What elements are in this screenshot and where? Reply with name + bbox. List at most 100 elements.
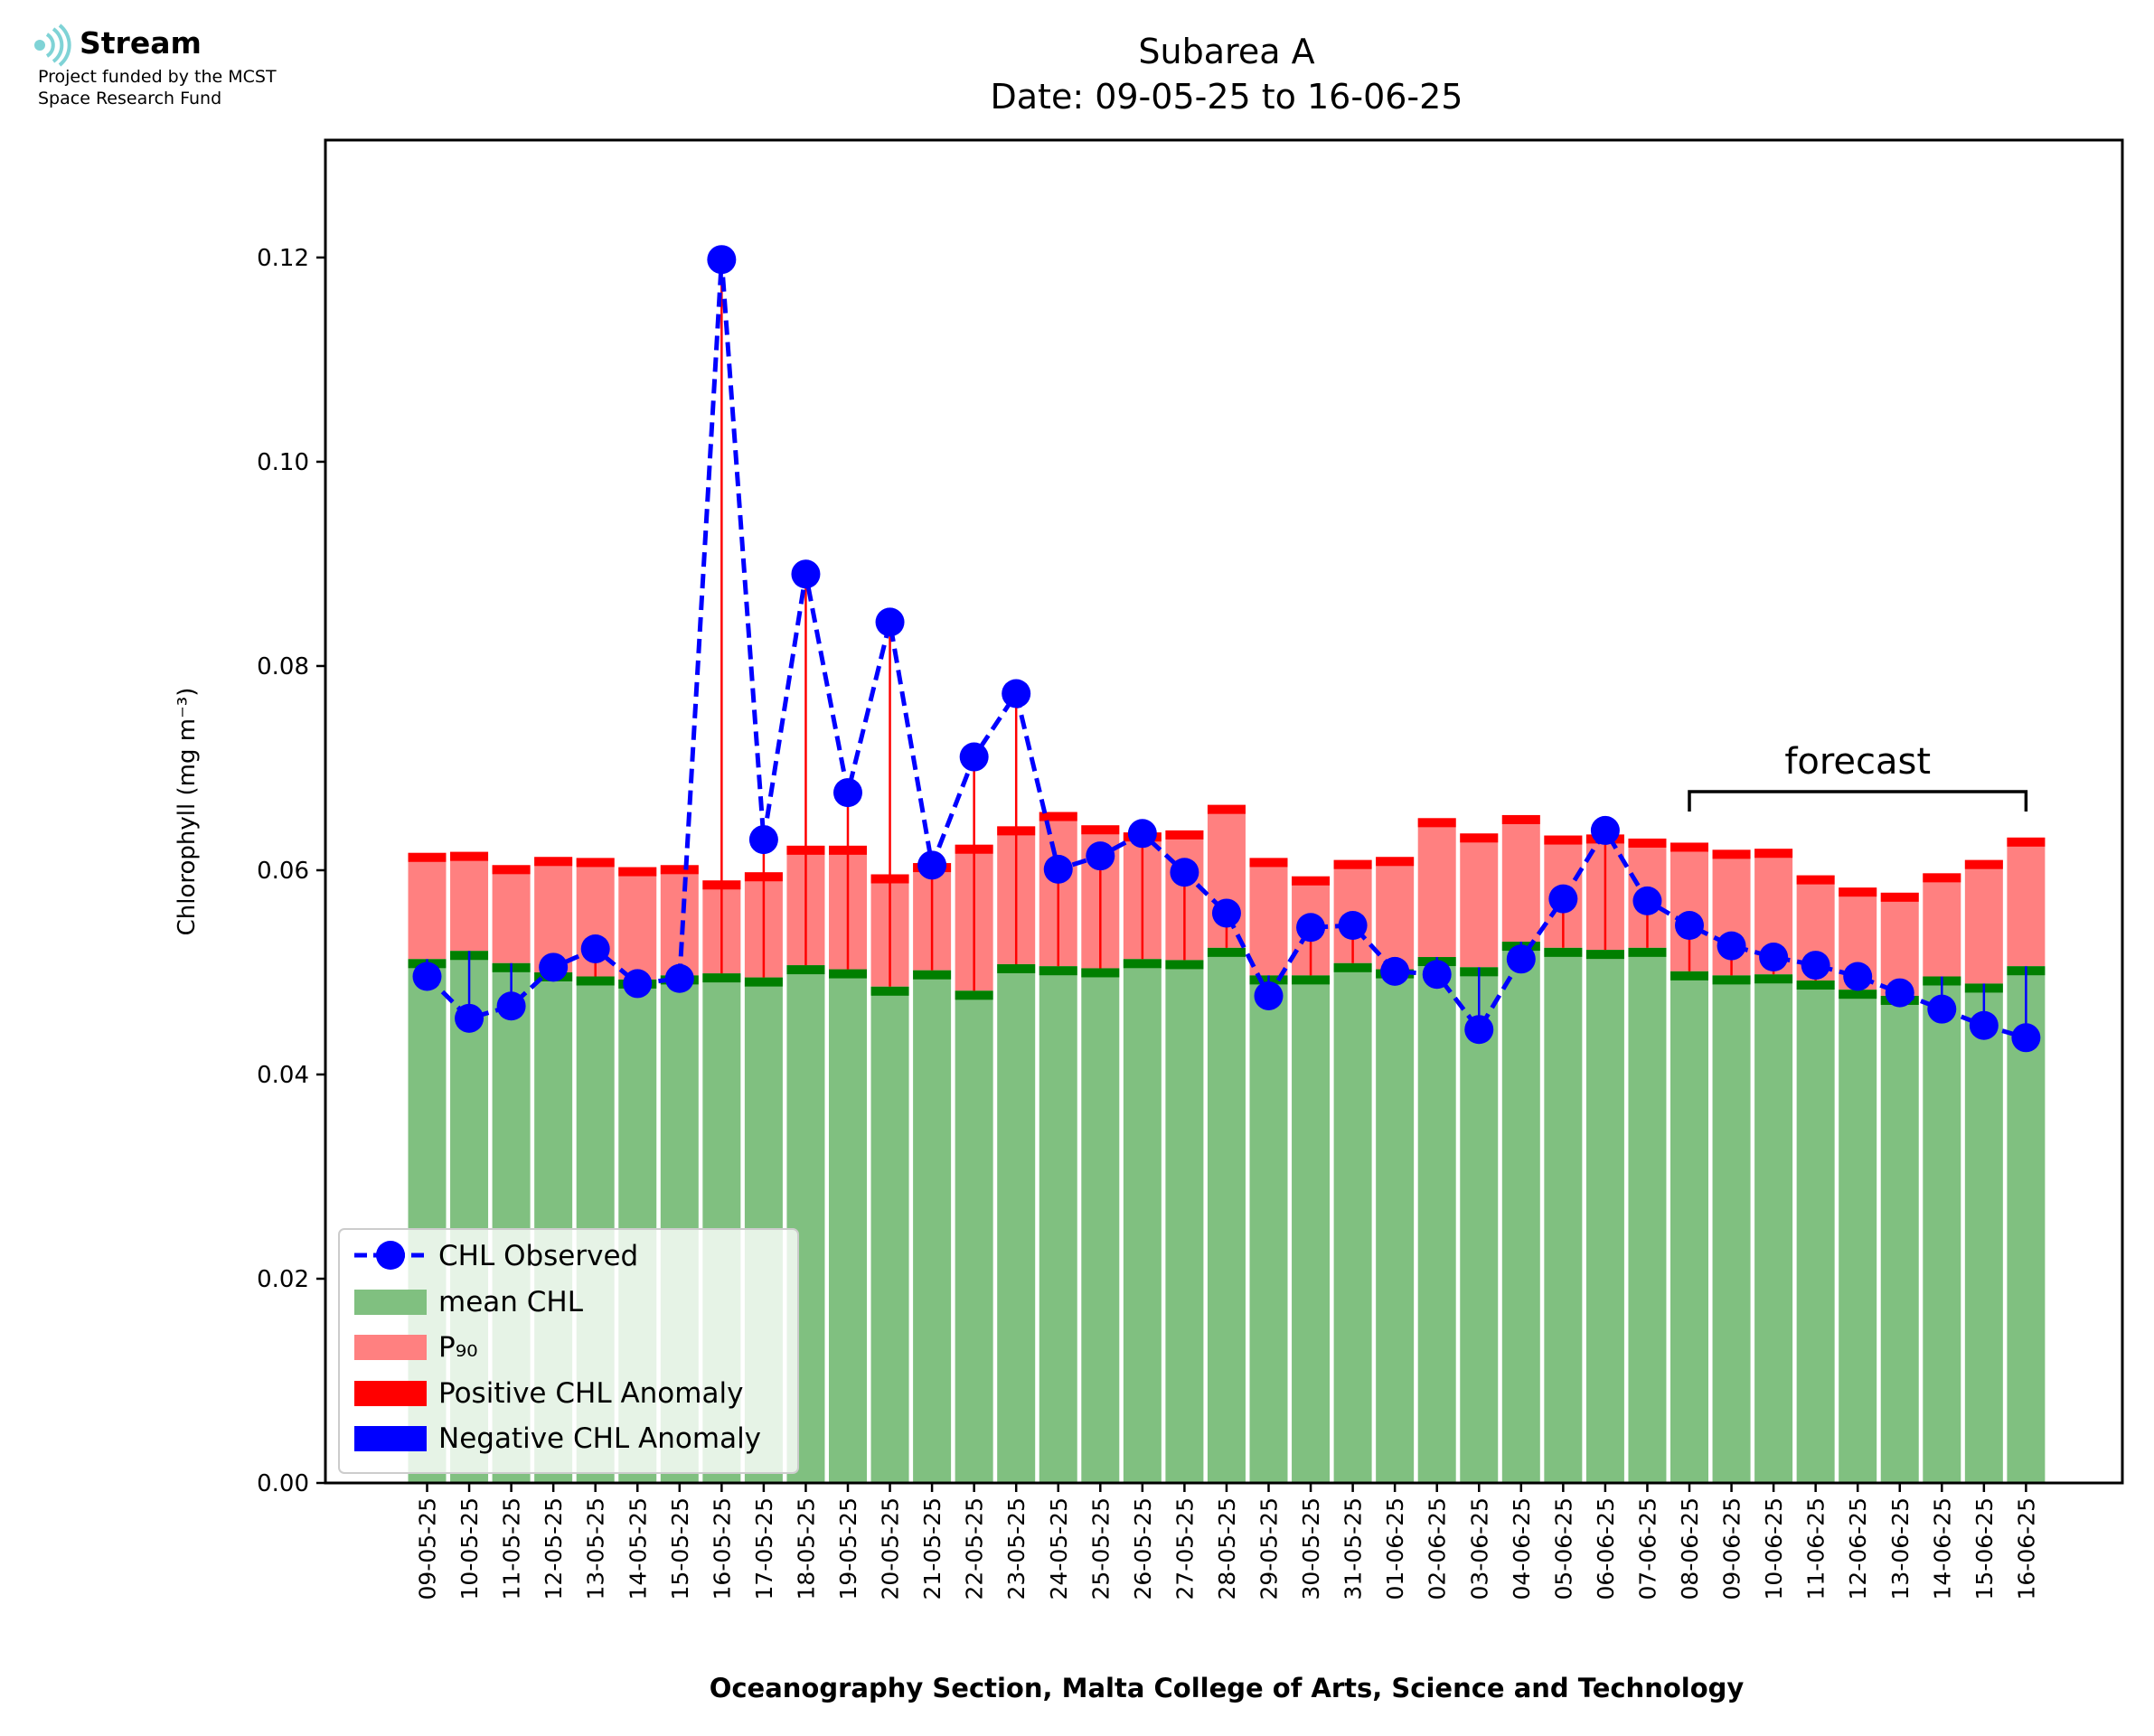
x-tick-label: 08-06-25	[1677, 1497, 1703, 1600]
mean-bar	[1670, 971, 1708, 1483]
x-tick-label: 09-06-25	[1719, 1497, 1745, 1600]
p90-cap	[1796, 875, 1835, 885]
observed-point	[1590, 815, 1620, 845]
mean-bar	[1585, 950, 1624, 1483]
legend-negative-swatch	[354, 1426, 427, 1451]
mean-cap	[1039, 966, 1077, 976]
mean-bar	[1964, 983, 2003, 1483]
mean-bar	[1501, 942, 1540, 1483]
y-tick-label: 0.12	[257, 245, 309, 272]
observed-point	[1464, 1015, 1494, 1045]
mean-cap	[1839, 990, 1877, 999]
p90-bar	[2007, 837, 2046, 967]
observed-point	[1843, 962, 1873, 991]
p90-cap	[1417, 818, 1456, 828]
logo-brand-name: Stream	[80, 25, 202, 61]
p90-cap	[1544, 835, 1583, 845]
x-tick-label: 10-06-25	[1761, 1497, 1787, 1600]
observed-point	[1422, 960, 1452, 990]
observed-point	[496, 991, 526, 1021]
x-tick-label: 13-05-25	[583, 1497, 609, 1600]
mean-cap	[1165, 960, 1204, 970]
p90-cap	[1165, 830, 1204, 840]
mean-cap	[1081, 968, 1120, 978]
p90-cap	[1754, 849, 1793, 859]
mean-cap	[702, 973, 741, 983]
x-tick-label: 02-06-25	[1425, 1497, 1451, 1600]
p90-cap	[1376, 857, 1415, 867]
chart-title-line-1: Subarea A	[1138, 32, 1314, 71]
mean-bar	[1544, 947, 1583, 1483]
observed-point	[959, 742, 989, 772]
x-tick-label: 12-06-25	[1845, 1497, 1871, 1600]
mean-bar	[870, 986, 909, 1483]
observed-point	[539, 952, 569, 982]
mean-bar	[1123, 959, 1162, 1483]
p90-cap	[660, 865, 699, 875]
x-tick-label: 18-05-25	[793, 1497, 819, 1600]
x-tick-label: 15-06-25	[1971, 1497, 1998, 1600]
mean-bar	[1249, 975, 1288, 1483]
y-tick-label: 0.04	[257, 1062, 309, 1089]
x-tick-label: 26-05-25	[1130, 1497, 1156, 1600]
observed-point	[917, 850, 947, 880]
mean-bar	[1712, 975, 1751, 1483]
observed-point	[1380, 956, 1410, 986]
observed-point	[1801, 951, 1830, 981]
legend-mean-swatch	[354, 1290, 427, 1315]
p90-bar	[1417, 818, 1456, 958]
x-tick-label: 12-05-25	[541, 1497, 567, 1600]
mean-bar	[1376, 969, 1415, 1483]
x-tick-label: 01-06-25	[1382, 1497, 1408, 1600]
p90-bar	[618, 867, 657, 980]
mean-bar	[1165, 960, 1204, 1483]
p90-bar	[1923, 873, 1961, 977]
x-tick-label: 27-05-25	[1171, 1497, 1198, 1600]
legend-item-mean: mean CHL	[438, 1286, 584, 1318]
x-tick-label: 14-05-25	[625, 1497, 651, 1600]
x-tick-label: 16-05-25	[709, 1497, 735, 1600]
p90-cap	[1923, 873, 1961, 883]
x-tick-label: 23-05-25	[1003, 1497, 1030, 1600]
mean-cap	[1207, 947, 1246, 957]
mean-cap	[744, 977, 783, 987]
x-tick-label: 24-05-25	[1046, 1497, 1072, 1600]
mean-bar	[1081, 968, 1120, 1483]
logo-funding-line-2: Space Research Fund	[38, 89, 222, 108]
observed-point	[707, 245, 737, 275]
observed-series-layer	[412, 245, 2041, 1053]
p90-cap	[1207, 804, 1246, 814]
observed-point	[1759, 943, 1789, 972]
x-tick-label: 22-05-25	[962, 1497, 988, 1600]
mean-cap	[955, 990, 993, 1000]
mean-cap	[1544, 947, 1583, 957]
observed-point	[875, 607, 905, 637]
x-tick-label: 28-05-25	[1214, 1497, 1240, 1600]
observed-point	[1296, 913, 1326, 943]
x-tick-label: 09-05-25	[415, 1497, 441, 1600]
x-tick-label: 05-06-25	[1550, 1497, 1576, 1600]
mean-cap	[1754, 974, 1793, 984]
chart-title-line-2: Date: 09-05-25 to 16-06-25	[991, 77, 1463, 117]
x-tick-label: 20-05-25	[878, 1497, 904, 1600]
x-axis: 09-05-25 10-05-25 11-05-25 12-05-25 13-05-25…	[415, 1483, 2039, 1600]
x-tick-label: 31-05-25	[1340, 1497, 1367, 1600]
x-tick-label: 29-05-25	[1256, 1497, 1283, 1600]
mean-cap	[1712, 975, 1751, 985]
p90-cap	[576, 858, 615, 868]
mean-cap	[1585, 950, 1624, 960]
p90-cap	[1333, 859, 1372, 869]
y-tick-label: 0.10	[257, 449, 309, 476]
observed-line	[425, 259, 2027, 1040]
mean-bar	[1292, 975, 1331, 1483]
mean-bar	[1880, 995, 1919, 1483]
y-tick-label: 0.06	[257, 858, 309, 885]
x-tick-label: 19-05-25	[835, 1497, 861, 1600]
x-tick-label: 03-06-25	[1466, 1497, 1492, 1600]
observed-point	[1969, 1010, 1999, 1040]
mean-bar	[1207, 947, 1246, 1483]
p90-cap	[1081, 825, 1120, 835]
x-tick-label: 21-05-25	[919, 1497, 945, 1600]
observed-point	[412, 962, 442, 991]
